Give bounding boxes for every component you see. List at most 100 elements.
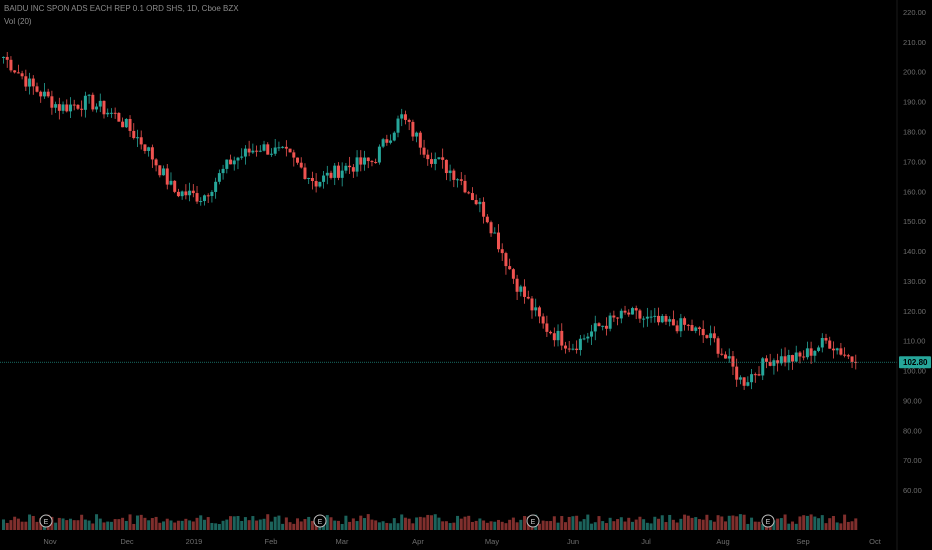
volume-bar [675,522,679,530]
candle-body [854,361,858,363]
volume-bar [828,518,832,530]
candle-body [630,308,634,315]
candle-body [236,157,240,161]
candle-body [109,112,113,114]
candle-body [162,168,166,176]
price-tick-label: 60.00 [903,486,922,495]
candle-body [318,181,322,187]
candle-body [299,162,303,168]
volume-bar [147,520,151,530]
candle-body [206,195,210,197]
volume-bar [567,516,571,530]
volume-bar [31,515,35,530]
candle-body [340,170,344,178]
volume-bar [478,518,482,530]
candle-body [113,112,117,114]
candle-body [389,140,393,143]
volume-bar [430,515,433,530]
volume-bar [783,514,787,530]
volume-bar [281,523,285,530]
volume-bar [608,517,612,530]
volume-bar [87,520,91,530]
volume-bar [57,517,61,530]
candle-body [619,310,623,319]
volume-bar [448,523,452,530]
volume-bar [757,521,761,530]
candle-body [76,104,80,109]
candle-body [783,356,787,363]
candle-body [232,160,236,165]
volume-bar [28,514,32,530]
volume-bar [407,518,411,530]
volume-bar [400,514,404,530]
candle-body [515,278,519,292]
candle-body [50,96,54,108]
candle-body [456,179,460,181]
volume-bar [180,520,184,530]
volume-bar [850,521,854,530]
volume-bar [653,516,657,530]
volume-bar [262,518,266,530]
candle-body [5,56,9,60]
volume-bar [619,517,623,530]
candle-body [35,86,39,92]
earnings-marker-label: E [44,519,49,526]
candle-body [683,318,687,325]
volume-bar [470,521,474,530]
candle-body [20,73,24,77]
candle-body [753,374,757,376]
candle-body [709,333,713,338]
candle-body [772,360,776,366]
candle-body [426,154,430,160]
candle-body [791,355,795,362]
volume-bar [61,518,65,530]
volume-bar [5,522,9,530]
volume-bar [846,521,850,530]
volume-bar [132,523,136,530]
candle-body [578,338,582,351]
volume-bar [671,519,675,530]
candle-body [396,118,400,133]
candle-body [757,374,761,376]
volume-bar [236,516,240,530]
volume-bar [701,519,705,530]
volume-bar [444,521,448,530]
earnings-marker-icon [39,514,53,528]
volume-bar [348,521,352,530]
candle-body [459,179,463,181]
volume-bar [303,519,307,530]
volume-bar [724,521,728,530]
volume-bar [83,519,87,530]
volume-bar [214,523,218,530]
volume-bar [13,516,17,530]
volume-bar [716,515,720,530]
candle-body [441,157,445,160]
candle-body [273,147,277,154]
volume-bar [597,516,601,530]
volume-bar [288,522,292,530]
candle-body [262,144,266,151]
candle-body [251,150,255,153]
candle-body [675,325,679,332]
candle-body [191,190,195,194]
candle-body [467,192,471,194]
volume-bar [333,520,337,530]
candle-body [582,338,586,340]
time-tick-label: Apr [412,537,424,546]
price-tick-label: 90.00 [903,396,922,405]
candle-body [556,330,560,341]
volume-bar [72,520,76,530]
volume-bar [102,522,106,530]
volume-bar [802,515,806,530]
candle-body [284,146,288,149]
volume-bar [284,517,288,530]
candle-body [83,95,87,110]
candle-body [701,328,705,336]
volume-bar [210,522,214,530]
candle-body [24,76,28,87]
volume-bar [426,514,430,530]
volume-bar [396,523,400,530]
volume-bar [467,515,471,530]
candle-body [154,159,158,166]
